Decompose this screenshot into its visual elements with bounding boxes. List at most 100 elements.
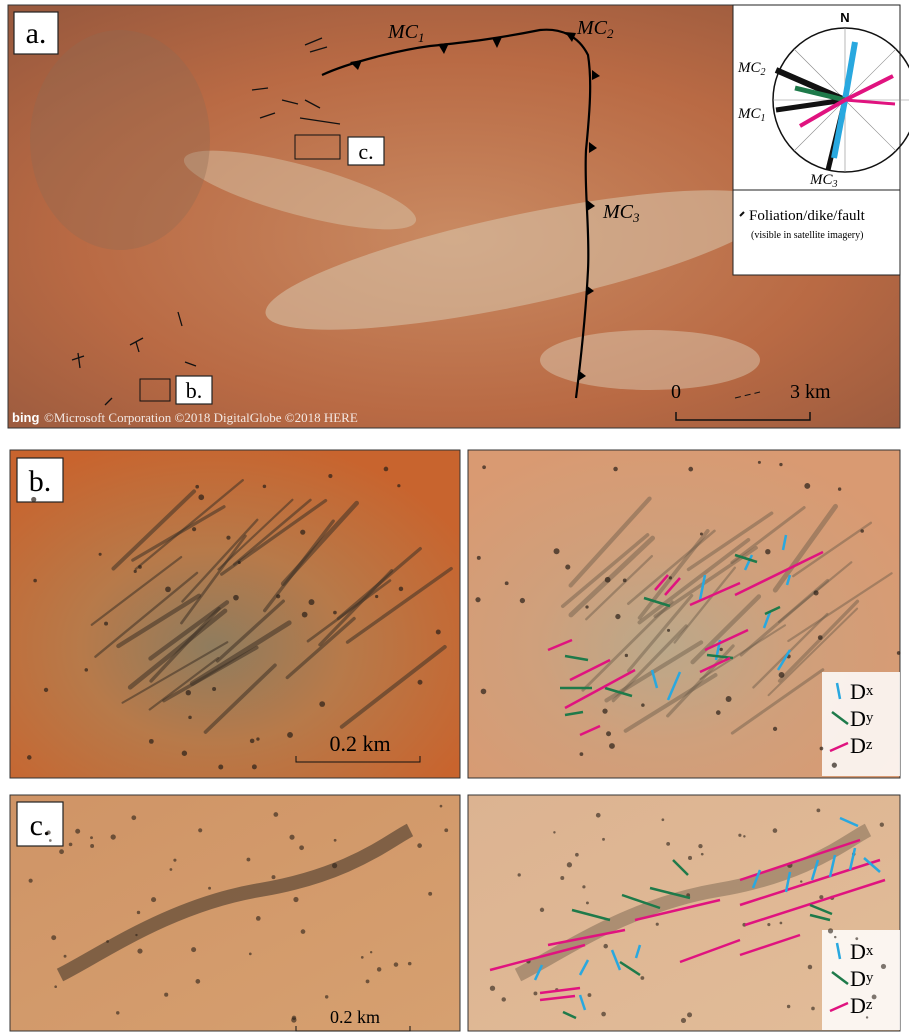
shrub: [59, 849, 64, 854]
shrub: [191, 947, 196, 952]
shrub: [698, 844, 702, 848]
inset-label: b.: [186, 378, 203, 403]
thrust-label-sub: 1: [418, 30, 425, 45]
shrub: [64, 955, 67, 958]
shrub: [866, 1016, 868, 1018]
shrub: [518, 873, 521, 876]
shrub: [33, 579, 37, 583]
shrub: [880, 823, 884, 827]
shrub: [292, 1016, 296, 1020]
shrub: [625, 654, 628, 657]
shrub: [688, 467, 693, 472]
shrub: [860, 529, 864, 533]
shrub: [765, 549, 770, 554]
shrub: [743, 835, 745, 837]
shrub: [700, 532, 703, 535]
shrub: [565, 564, 570, 569]
shrub: [475, 597, 480, 602]
shrub: [738, 834, 741, 837]
shrub: [182, 751, 187, 756]
shrub: [170, 868, 173, 871]
shrub: [814, 590, 819, 595]
shrub: [602, 708, 607, 713]
legend-label-main: D: [850, 966, 866, 991]
shrub: [716, 710, 721, 715]
shrub: [263, 485, 266, 488]
legend-label-main: D: [850, 679, 866, 704]
legend-note: (visible in satellite imagery): [751, 230, 863, 241]
shrub: [606, 731, 611, 736]
shrub: [787, 1005, 790, 1008]
figure: a. c. b. MC1 MC2 MC3 N MC2 MC1 MC3: [0, 0, 909, 1036]
shrub: [656, 923, 659, 926]
shrub: [808, 965, 812, 969]
shrub: [106, 940, 109, 943]
shrub: [69, 843, 73, 847]
shrub: [29, 879, 33, 883]
shrub: [502, 997, 506, 1001]
legend-label-sub: y: [866, 970, 874, 986]
shrub: [681, 1018, 686, 1023]
shrub: [309, 599, 315, 605]
shrub: [325, 995, 328, 998]
shrub: [804, 483, 810, 489]
shrub: [726, 696, 732, 702]
shrub: [137, 911, 140, 914]
shrub: [250, 739, 255, 744]
shrub: [238, 561, 241, 564]
shrub: [588, 993, 592, 997]
shrub: [602, 838, 605, 841]
shrub: [301, 929, 306, 934]
legend-label-main: D: [850, 706, 866, 731]
shrub: [198, 494, 204, 500]
shrub: [164, 993, 168, 997]
shrub: [44, 688, 48, 692]
shrub: [613, 467, 617, 471]
shrub: [272, 875, 276, 879]
scale-end: 3 km: [790, 381, 831, 403]
shrub: [375, 595, 378, 598]
shrub: [477, 556, 481, 560]
shrub: [49, 839, 52, 842]
thrust-label-main: MC: [576, 17, 608, 39]
shrub: [779, 463, 782, 466]
satellite-image: [10, 450, 460, 778]
shrub: [151, 897, 156, 902]
legend-label-sub: x: [866, 943, 874, 959]
rose-label-sub: 1: [761, 113, 766, 124]
shrub: [520, 598, 525, 603]
shrub: [384, 467, 389, 472]
shrub: [834, 936, 836, 938]
legend-label-sub: x: [866, 683, 874, 699]
shrub: [533, 991, 537, 995]
shrub: [247, 858, 251, 862]
scale-label: 0.2 km: [330, 1007, 380, 1027]
shrub: [134, 570, 137, 573]
shrub: [481, 689, 487, 695]
shrub: [31, 497, 36, 502]
shrub: [149, 739, 154, 744]
shrub: [505, 581, 509, 585]
shrub: [667, 629, 670, 632]
shrub: [586, 901, 589, 904]
shrub: [605, 577, 611, 583]
legend-label-sub: y: [866, 710, 874, 726]
rose-box: [733, 5, 900, 190]
rose-label-sub: 3: [832, 179, 838, 190]
shrub: [399, 587, 403, 591]
shrub: [289, 835, 294, 840]
shrub: [111, 834, 116, 839]
shrub: [669, 576, 672, 579]
page: {"panels": { "a": { "label": "a.", "thru…: [0, 0, 909, 1036]
thrust-label-main: MC: [387, 21, 419, 43]
shrub: [249, 953, 252, 956]
shrub: [198, 828, 202, 832]
shrub: [482, 465, 486, 469]
shrub: [662, 818, 665, 821]
shrub: [832, 763, 837, 768]
shrub: [818, 635, 823, 640]
shrub: [603, 944, 608, 949]
shrub: [319, 701, 325, 707]
panel-a: a. c. b. MC1 MC2 MC3 N MC2 MC1 MC3: [8, 5, 909, 428]
shrub: [208, 887, 211, 890]
